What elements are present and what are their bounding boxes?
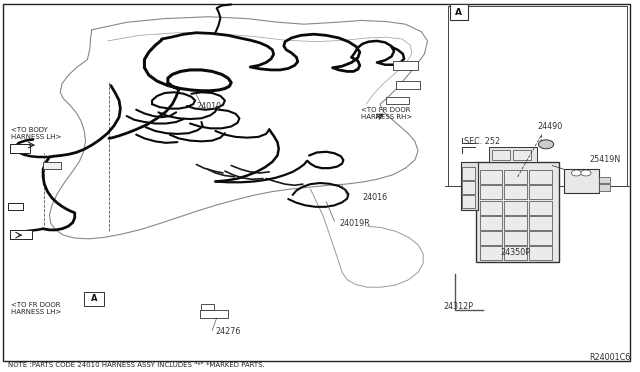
Text: 24010: 24010 <box>196 102 221 110</box>
Text: 24312P: 24312P <box>444 302 474 311</box>
Bar <box>393 61 418 70</box>
Bar <box>492 150 510 160</box>
Bar <box>479 246 502 260</box>
Text: 24490: 24490 <box>537 122 563 131</box>
Bar <box>529 216 552 230</box>
Bar <box>463 181 475 194</box>
Bar <box>396 81 420 89</box>
Circle shape <box>581 170 591 176</box>
Text: R24001C6: R24001C6 <box>589 353 630 362</box>
Bar <box>529 170 552 184</box>
Text: A: A <box>90 294 97 303</box>
Bar <box>463 195 475 208</box>
Circle shape <box>572 170 582 176</box>
Bar <box>387 97 408 104</box>
Text: 25419N: 25419N <box>589 155 620 164</box>
Bar <box>529 185 552 199</box>
Bar <box>504 201 527 215</box>
Bar <box>202 304 214 310</box>
Bar <box>504 246 527 260</box>
Text: <TO FR DOOR
HARNESS RH>: <TO FR DOOR HARNESS RH> <box>361 107 412 120</box>
Bar <box>504 170 527 184</box>
Bar <box>504 185 527 199</box>
Bar <box>10 230 31 239</box>
Bar <box>504 231 527 245</box>
Bar <box>479 185 502 199</box>
Bar <box>476 162 559 262</box>
Bar <box>529 246 552 260</box>
Bar <box>529 201 552 215</box>
Bar <box>8 203 24 210</box>
Text: NOTE :PARTS CODE 24010 HARNESS ASSY INCLUDES "*" *MARKED PARTS.: NOTE :PARTS CODE 24010 HARNESS ASSY INCL… <box>8 362 264 368</box>
Bar <box>504 216 527 230</box>
Bar <box>479 170 502 184</box>
Bar <box>479 201 502 215</box>
Bar <box>479 216 502 230</box>
Bar <box>564 169 598 193</box>
Bar <box>84 292 104 306</box>
Bar <box>449 6 627 186</box>
Bar <box>43 162 61 169</box>
Bar <box>10 144 30 153</box>
Bar <box>598 184 610 191</box>
Bar <box>513 150 531 160</box>
Bar <box>479 231 502 245</box>
Text: 24016: 24016 <box>362 193 387 202</box>
Bar <box>461 162 478 210</box>
Text: 24350P: 24350P <box>500 248 531 257</box>
Text: SEC. 252: SEC. 252 <box>464 137 500 146</box>
Bar <box>529 231 552 245</box>
Text: <TO FR DOOR
HARNESS LH>: <TO FR DOOR HARNESS LH> <box>12 302 62 315</box>
Text: 24019R: 24019R <box>339 219 370 228</box>
Text: A: A <box>455 8 462 17</box>
Bar <box>463 167 475 180</box>
Bar <box>598 177 610 183</box>
Circle shape <box>538 140 554 149</box>
Bar <box>200 310 228 318</box>
Text: <TO BODY
HARNESS LH>: <TO BODY HARNESS LH> <box>12 128 62 140</box>
Bar <box>489 147 536 162</box>
Bar <box>450 4 467 20</box>
Text: 24276: 24276 <box>216 327 241 336</box>
